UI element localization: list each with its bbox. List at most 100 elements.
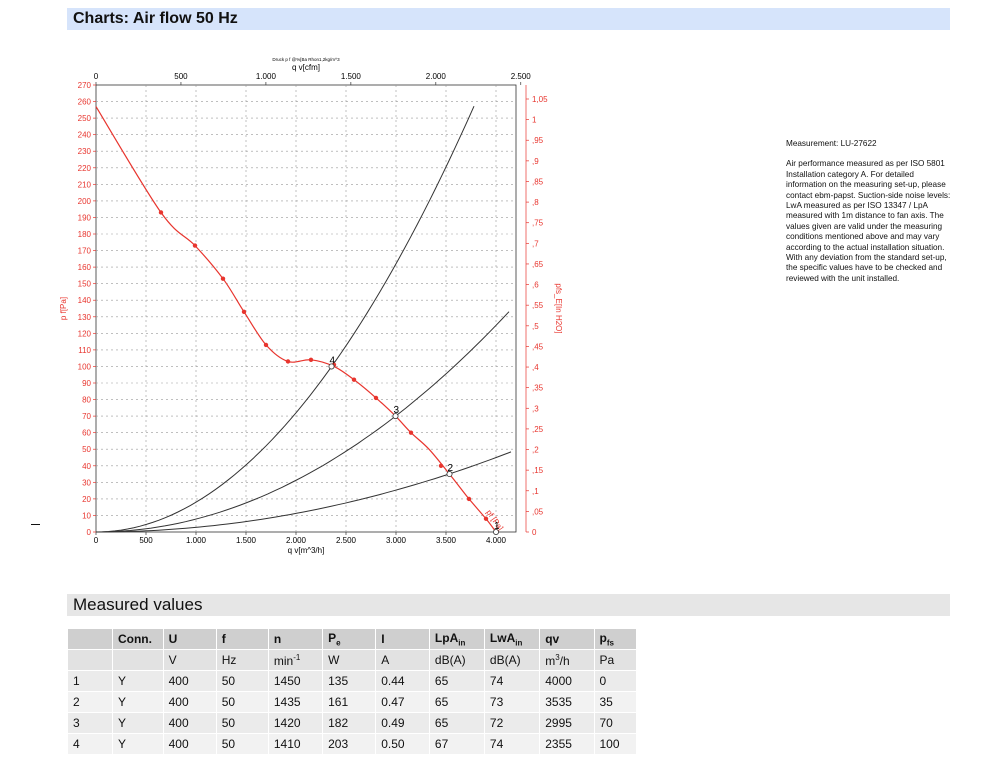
y-right-tick-label: ,55 xyxy=(532,301,544,310)
y-tick-label: 140 xyxy=(78,296,92,305)
x-top-tick-label: 1.000 xyxy=(256,72,277,81)
x-tick-label: 500 xyxy=(139,536,153,545)
y-right-tick-label: ,05 xyxy=(532,507,544,516)
table-row: 1 Y 400 50 1450 135 0.44 65 74 4000 0 xyxy=(68,671,636,691)
chart-subtitle: Druck p f @%[Ba Rhon1,2kg/m^3 xyxy=(272,57,340,62)
y-right-tick-label: ,1 xyxy=(532,487,539,496)
column-header: f xyxy=(216,629,268,649)
unit-cell: V xyxy=(163,650,216,670)
y-right-tick-label: 0 xyxy=(532,528,537,537)
y-tick-label: 200 xyxy=(78,197,92,206)
measurement-id: Measurement: LU-27622 xyxy=(786,139,877,148)
y-right-tick-label: ,5 xyxy=(532,322,539,331)
fan-curve-marker xyxy=(483,516,489,521)
table-cell: 67 xyxy=(429,734,484,754)
fan-curve-marker xyxy=(351,377,357,382)
x-top-tick-label: 2.500 xyxy=(511,72,532,81)
fan-curve-marker xyxy=(220,276,226,281)
y-tick-label: 90 xyxy=(82,379,91,388)
x-tick-label: 4.000 xyxy=(486,536,507,545)
operating-point-label: 3 xyxy=(394,405,400,416)
table-cell: 70 xyxy=(594,713,636,733)
operating-point-label: 2 xyxy=(448,463,454,474)
table-row: 3 Y 400 50 1420 182 0.49 65 72 2995 70 xyxy=(68,713,636,733)
y-tick-label: 70 xyxy=(82,412,91,421)
table-cell: 74 xyxy=(484,734,540,754)
column-header: qv xyxy=(540,629,594,649)
table-cell: 65 xyxy=(429,692,484,712)
unit-cell xyxy=(68,650,112,670)
fan-curve-marker xyxy=(263,342,269,348)
measurement-description: Measurement: LU-27622 Air performance me… xyxy=(786,139,956,294)
fan-curve-marker xyxy=(192,243,198,248)
table-cell: 65 xyxy=(429,671,484,691)
table-cell: 400 xyxy=(163,734,216,754)
y-right-tick-label: ,35 xyxy=(532,384,544,393)
measured-section-title: Measured values xyxy=(73,595,203,614)
y-tick-label: 110 xyxy=(78,346,91,355)
dash-mark xyxy=(31,524,40,525)
table-cell: 72 xyxy=(484,713,540,733)
table-cell: 0 xyxy=(594,671,636,691)
table-cell: 100 xyxy=(594,734,636,754)
y-right-tick-label: ,85 xyxy=(532,177,544,186)
table-cell: 1420 xyxy=(268,713,323,733)
y-tick-label: 260 xyxy=(78,98,92,107)
table-cell: 161 xyxy=(323,692,376,712)
system-curve xyxy=(96,451,512,533)
y-tick-label: 10 xyxy=(82,511,91,520)
fan-curve-marker xyxy=(241,309,247,315)
table-cell: Y xyxy=(112,671,163,691)
table-cell: 0.44 xyxy=(376,671,429,691)
fan-curve-marker xyxy=(408,430,414,435)
y-tick-label: 40 xyxy=(82,462,91,471)
y-right-tick-label: ,65 xyxy=(532,260,544,269)
y-right-tick-label: ,25 xyxy=(532,425,544,434)
table-cell: 4000 xyxy=(540,671,594,691)
fan-curve-marker xyxy=(158,210,164,215)
table-cell: 3535 xyxy=(540,692,594,712)
y-right-tick-label: ,95 xyxy=(532,136,544,145)
column-header: LwAin xyxy=(484,629,540,649)
column-header: I xyxy=(376,629,429,649)
y-tick-label: 230 xyxy=(78,147,92,156)
column-header: Pe xyxy=(323,629,376,649)
y-right-tick-label: ,6 xyxy=(532,281,539,290)
table-cell: 35 xyxy=(594,692,636,712)
y-tick-label: 170 xyxy=(78,247,92,256)
y-right-tick-label: ,15 xyxy=(532,466,544,475)
measurement-notes: Air performance measured as per ISO 5801… xyxy=(786,159,951,283)
table-cell: 400 xyxy=(163,692,216,712)
table-cell: 400 xyxy=(163,713,216,733)
x-tick-label: 2.500 xyxy=(336,536,357,545)
fan-curve-marker xyxy=(373,395,379,401)
operating-point xyxy=(392,413,399,420)
table-cell: 65 xyxy=(429,713,484,733)
y-right-tick-label: ,3 xyxy=(532,404,539,413)
y-tick-label: 20 xyxy=(82,495,91,504)
x-tick-label: 2.000 xyxy=(286,536,307,545)
y-tick-label: 100 xyxy=(78,362,92,371)
y-tick-label: 30 xyxy=(82,478,91,487)
table-cell: 74 xyxy=(484,671,540,691)
unit-cell: dB(A) xyxy=(429,650,484,670)
x-tick-label: 0 xyxy=(94,536,99,545)
operating-point-label: 4 xyxy=(330,355,336,366)
table-cell: 4 xyxy=(68,734,112,754)
x-axis-label: q v[m^3/h] xyxy=(288,546,325,555)
table-cell: 1 xyxy=(68,671,112,691)
fan-curve-marker xyxy=(308,357,314,363)
operating-point xyxy=(446,471,453,478)
table-cell: 2 xyxy=(68,692,112,712)
table-cell: 1435 xyxy=(268,692,323,712)
y-tick-label: 120 xyxy=(78,329,92,338)
y-right-tick-label: ,8 xyxy=(532,198,539,207)
y-axis-label: p f[Pa] xyxy=(59,297,68,320)
y-tick-label: 0 xyxy=(87,528,92,537)
table-cell: 135 xyxy=(323,671,376,691)
table-cell: Y xyxy=(112,734,163,754)
table-cell: 3 xyxy=(68,713,112,733)
x-top-tick-label: 2.000 xyxy=(426,72,447,81)
table-cell: 0.47 xyxy=(376,692,429,712)
